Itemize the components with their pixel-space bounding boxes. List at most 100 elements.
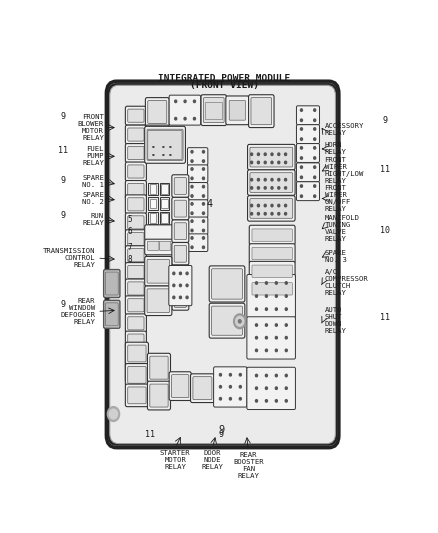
Circle shape [258,187,259,189]
FancyBboxPatch shape [104,270,120,297]
FancyBboxPatch shape [187,183,208,200]
Circle shape [276,308,277,310]
Bar [162,199,168,208]
Text: REAR
WINDOW
DEFOGGER
RELAY: REAR WINDOW DEFOGGER RELAY [60,298,95,325]
FancyBboxPatch shape [226,96,249,125]
Circle shape [258,204,259,207]
Circle shape [300,195,303,197]
Circle shape [255,387,258,390]
Circle shape [300,128,303,130]
FancyBboxPatch shape [187,234,208,252]
Circle shape [251,161,253,164]
Bar [148,212,158,224]
Circle shape [300,119,303,122]
Circle shape [194,117,195,120]
FancyBboxPatch shape [148,101,167,124]
FancyBboxPatch shape [128,109,144,122]
Circle shape [285,295,287,297]
FancyBboxPatch shape [172,220,189,243]
Circle shape [230,385,231,388]
FancyBboxPatch shape [148,381,170,410]
FancyBboxPatch shape [252,247,293,260]
Text: 9: 9 [382,116,387,125]
FancyBboxPatch shape [174,290,187,308]
FancyBboxPatch shape [169,265,192,306]
Text: INTEGRATED POWER MODULE: INTEGRATED POWER MODULE [159,74,290,83]
Text: TRANSMISSION
CONTROL
RELAY: TRANSMISSION CONTROL RELAY [43,248,95,268]
Circle shape [191,246,193,248]
FancyBboxPatch shape [125,364,148,386]
Circle shape [202,168,205,170]
Circle shape [251,213,253,215]
Circle shape [264,153,266,156]
Text: ▪: ▪ [162,152,165,156]
Circle shape [285,161,286,164]
FancyBboxPatch shape [128,345,146,362]
FancyBboxPatch shape [128,387,146,404]
Circle shape [278,161,280,164]
Text: HORN
RELAY: HORN RELAY [325,142,346,156]
Text: 9: 9 [218,425,224,435]
FancyBboxPatch shape [209,303,245,338]
FancyBboxPatch shape [125,263,146,281]
Circle shape [276,374,277,377]
Circle shape [285,204,286,207]
FancyBboxPatch shape [172,243,189,265]
Bar [148,183,158,195]
FancyBboxPatch shape [125,125,146,144]
Circle shape [191,150,193,153]
Circle shape [285,282,287,284]
Circle shape [314,157,316,159]
FancyBboxPatch shape [111,87,334,441]
Circle shape [191,168,193,170]
Circle shape [285,213,286,215]
Circle shape [314,138,316,140]
Circle shape [251,204,253,207]
Circle shape [191,160,193,163]
Circle shape [314,185,316,187]
FancyBboxPatch shape [172,265,189,288]
FancyBboxPatch shape [214,367,247,407]
Circle shape [202,237,205,239]
Text: STARTER
MOTOR
RELAY: STARTER MOTOR RELAY [160,450,191,470]
FancyBboxPatch shape [212,306,243,335]
FancyBboxPatch shape [110,85,336,443]
FancyBboxPatch shape [172,175,189,197]
FancyBboxPatch shape [147,129,183,160]
Text: SPARE
NO. 2: SPARE NO. 2 [82,192,104,205]
Circle shape [230,374,231,376]
FancyBboxPatch shape [201,95,226,126]
Circle shape [264,179,266,181]
Text: 11: 11 [380,313,390,322]
Circle shape [300,147,303,149]
FancyBboxPatch shape [191,374,214,402]
Circle shape [107,407,120,422]
Circle shape [300,109,303,111]
Circle shape [173,296,175,298]
Text: FRONT
WIPER
ON/OFF
RELAY: FRONT WIPER ON/OFF RELAY [325,185,351,212]
FancyBboxPatch shape [249,279,295,298]
Text: 4: 4 [206,199,212,209]
FancyBboxPatch shape [187,148,208,165]
Circle shape [251,153,253,156]
FancyBboxPatch shape [106,81,339,448]
Text: 6: 6 [128,227,132,236]
Circle shape [219,374,222,376]
Circle shape [202,195,205,197]
FancyBboxPatch shape [251,98,272,125]
FancyBboxPatch shape [249,225,295,245]
Circle shape [265,400,268,402]
FancyBboxPatch shape [145,125,169,154]
FancyBboxPatch shape [125,195,146,214]
Circle shape [255,400,258,402]
FancyBboxPatch shape [247,196,295,221]
Circle shape [255,282,258,284]
Text: FUEL
PUMP
RELAY: FUEL PUMP RELAY [82,146,104,166]
Circle shape [180,272,181,274]
Text: ACCESSORY
RELAY: ACCESSORY RELAY [325,123,364,136]
FancyBboxPatch shape [187,200,208,217]
Circle shape [194,100,195,102]
Circle shape [265,295,268,297]
FancyBboxPatch shape [247,317,295,359]
FancyBboxPatch shape [297,182,320,200]
